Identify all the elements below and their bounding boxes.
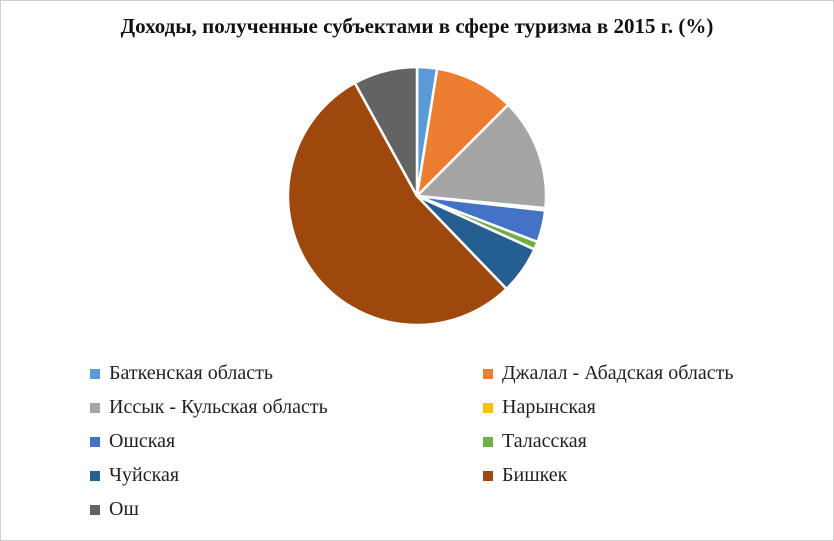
legend-swatch <box>90 368 100 379</box>
pie-slice-2 <box>415 103 548 210</box>
legend-row: Чуйская Бишкек <box>90 464 790 498</box>
legend-label: Нарынская <box>502 396 596 418</box>
legend-swatch <box>483 368 493 379</box>
legend-item: Нарынская <box>483 396 596 419</box>
legend-item: Ош <box>90 498 139 521</box>
pie-slice-7 <box>286 81 508 327</box>
legend-swatch <box>90 504 100 515</box>
legend-label: Чуйская <box>109 464 180 486</box>
legend-row: Ошская Таласская <box>90 430 790 464</box>
pie-slice-8 <box>353 65 419 198</box>
chart-title: Доходы, полученные субъектами в сфере ту… <box>120 14 714 38</box>
legend-row: Ош <box>90 498 790 532</box>
legend-swatch <box>90 470 100 481</box>
legend-row: Баткенская область Джалал - Абадская обла… <box>90 362 790 396</box>
legend-item: Джалал - Абадская область <box>483 362 733 385</box>
legend-swatch <box>483 470 493 481</box>
legend-item: Бишкек <box>483 464 567 487</box>
legend-row: Иссык - Кульская область Нарынская <box>90 396 790 430</box>
legend-label: Таласская <box>502 430 587 452</box>
legend-label: Джалал - Абадская область <box>502 362 734 384</box>
legend-item: Баткенская область <box>90 362 273 385</box>
legend-item: Чуйская <box>90 464 179 487</box>
chart-legend: Баткенская область Джалал - Абадская обла… <box>90 362 790 532</box>
legend-item: Иссык - Кульская область <box>90 396 328 419</box>
legend-label: Баткенская область <box>109 362 274 384</box>
legend-label: Ошская <box>109 430 176 452</box>
legend-label: Ош <box>109 498 139 520</box>
legend-item: Ошская <box>90 430 175 453</box>
legend-swatch <box>90 402 100 413</box>
legend-swatch <box>483 436 493 447</box>
legend-swatch <box>483 402 493 413</box>
legend-label: Иссык - Кульская область <box>109 396 328 418</box>
legend-label: Бишкек <box>502 464 568 486</box>
pie-slice-1 <box>415 67 510 198</box>
legend-swatch <box>90 436 100 447</box>
legend-item: Таласская <box>483 430 587 453</box>
